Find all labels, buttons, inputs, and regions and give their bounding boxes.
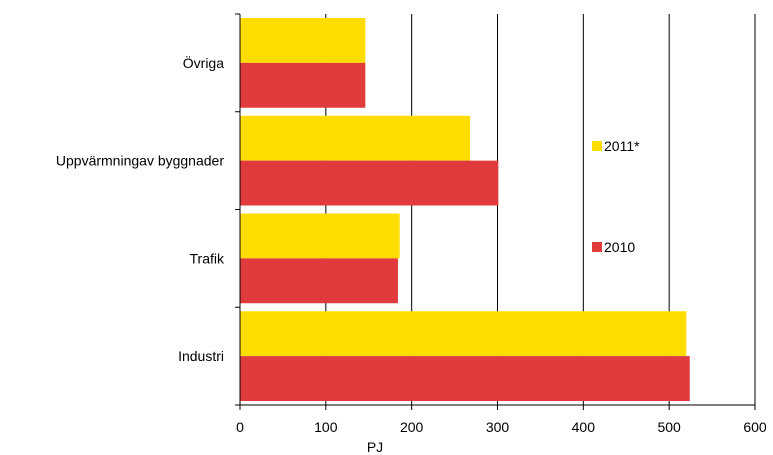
x-tick-label: 500 bbox=[657, 419, 681, 435]
axes bbox=[235, 13, 756, 410]
bar-2011-0 bbox=[240, 18, 366, 63]
bar-2010-0 bbox=[240, 62, 366, 108]
x-tick-label: 300 bbox=[486, 419, 510, 435]
bar-2010-2 bbox=[240, 258, 398, 304]
bar-2011-1 bbox=[240, 115, 471, 161]
bar-2010-3 bbox=[240, 356, 690, 401]
category-labels: Övriga Uppvärmningav byggnader Trafik Indus… bbox=[56, 54, 225, 364]
x-tick-label: 200 bbox=[400, 419, 424, 435]
category-label: Industri bbox=[178, 348, 224, 364]
bar-2010-1 bbox=[240, 160, 499, 206]
legend: 2011* 2010 bbox=[592, 138, 640, 255]
legend-swatch bbox=[592, 242, 602, 252]
legend-swatch bbox=[592, 141, 602, 151]
x-tick-label: 600 bbox=[743, 419, 767, 435]
x-tick-label: 0 bbox=[236, 419, 244, 435]
category-label: Trafik bbox=[190, 250, 225, 266]
x-axis-title: PJ bbox=[367, 439, 383, 455]
x-tick-label: 100 bbox=[314, 419, 338, 435]
category-label: Övriga bbox=[183, 54, 224, 71]
legend-label: 2011* bbox=[604, 138, 640, 154]
category-label: Uppvärmningav byggnader bbox=[56, 153, 224, 169]
tick-labels: 0 100 200 300 400 500 600 bbox=[236, 419, 767, 435]
legend-label: 2010 bbox=[604, 239, 635, 255]
x-tick-label: 400 bbox=[572, 419, 596, 435]
bar-2011-3 bbox=[240, 311, 687, 357]
bars bbox=[240, 18, 690, 401]
bar-2011-2 bbox=[240, 213, 400, 259]
